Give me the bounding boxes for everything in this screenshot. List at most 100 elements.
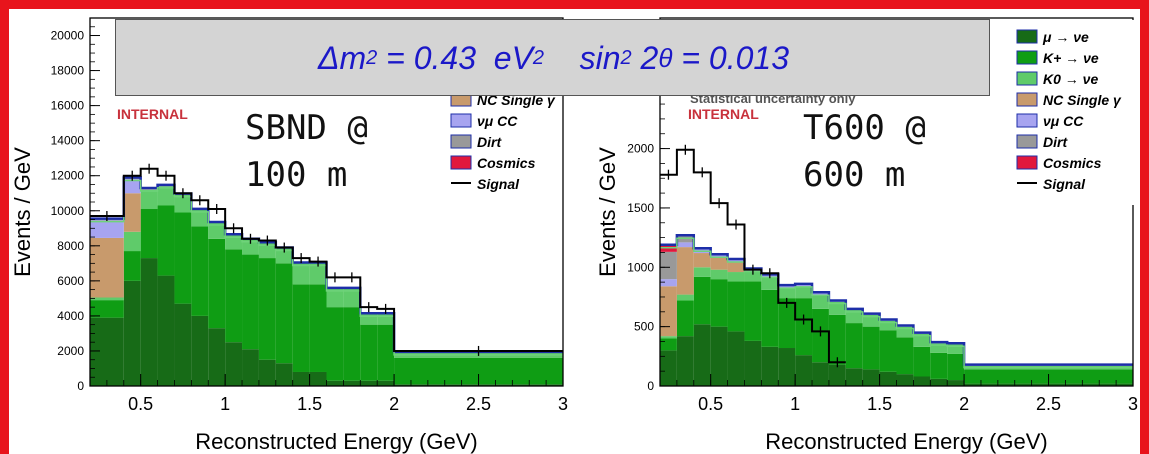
bar-kplus_to_nue bbox=[676, 300, 694, 337]
bar-mu_to_nue bbox=[191, 315, 209, 386]
bar-mu_to_nue bbox=[710, 326, 728, 386]
x-tick-label: 1.5 bbox=[867, 394, 892, 414]
legend-label-cosmics: Cosmics bbox=[477, 155, 536, 171]
x-axis-label-0: Reconstructed Energy (GeV) bbox=[195, 429, 477, 454]
legend-label-mu_to_nue: μ → νe bbox=[1042, 29, 1089, 45]
bar-kplus_to_nue bbox=[123, 251, 141, 281]
bar-mu_to_nue bbox=[242, 349, 259, 386]
bar-kplus_to_nue bbox=[275, 263, 293, 364]
bar-mu_to_nue bbox=[157, 275, 175, 386]
legend-swatch-dirt bbox=[450, 134, 472, 149]
bar-numu_cc bbox=[727, 258, 745, 263]
bar-mu_to_nue bbox=[208, 328, 226, 386]
legend-swatch-nc_single_gamma bbox=[1016, 92, 1038, 107]
bar-kplus_to_nue bbox=[225, 249, 243, 343]
stack-inner-edge-1 bbox=[660, 237, 1133, 369]
bar-kplus_to_nue bbox=[343, 307, 361, 381]
bar-mu_to_nue bbox=[862, 369, 880, 386]
bar-mu_to_nue bbox=[660, 350, 677, 386]
legend-label-nc_single_gamma: NC Single γ bbox=[477, 92, 556, 108]
theta-part: 2 bbox=[631, 40, 659, 76]
internal-label-right: INTERNAL bbox=[688, 106, 759, 122]
x-tick-label: 1.5 bbox=[297, 394, 322, 414]
bar-k0_to_nue bbox=[710, 269, 728, 280]
legend-1: μ → νe K+ → νe K0 → νe NC Single γ νμ CC Dirt… bbox=[1011, 20, 1135, 205]
bar-k0_to_nue bbox=[140, 189, 158, 210]
t600-annotation-line1: T600 @ bbox=[803, 108, 926, 148]
bar-mu_to_nue bbox=[258, 359, 276, 386]
bar-kplus_to_nue bbox=[727, 281, 745, 332]
bar-numu_cc bbox=[710, 254, 728, 258]
stack-inner-edge-0 bbox=[90, 179, 563, 356]
bar-nc_single_gamma bbox=[660, 286, 677, 337]
bar-k0_to_nue bbox=[208, 223, 226, 239]
bar-kplus_to_nue bbox=[845, 323, 863, 369]
bar-nc_single_gamma bbox=[123, 193, 141, 232]
legend-0: NC Single γ νμ CC Dirt Cosmics Signal bbox=[445, 83, 561, 208]
x-tick-label: 3 bbox=[558, 394, 568, 414]
bar-k0_to_nue bbox=[828, 301, 846, 315]
bar-kplus_to_nue bbox=[309, 284, 327, 372]
bar-kplus_to_nue bbox=[930, 352, 948, 379]
x-tick-label: 0.5 bbox=[128, 394, 153, 414]
legend-label-dirt: Dirt bbox=[477, 134, 502, 150]
x-tick-label: 1 bbox=[790, 394, 800, 414]
y-tick-label: 6000 bbox=[57, 274, 84, 288]
x-tick-label: 2.5 bbox=[466, 394, 491, 414]
bar-mu_to_nue bbox=[812, 362, 829, 386]
bar-kplus_to_nue bbox=[360, 324, 378, 381]
y-tick-label: 2000 bbox=[627, 142, 654, 156]
bar-kplus_to_nue bbox=[377, 324, 395, 381]
internal-label-left: INTERNAL bbox=[117, 106, 188, 122]
bar-k0_to_nue bbox=[744, 270, 762, 282]
bar-mu_to_nue bbox=[879, 371, 897, 386]
y-tick-label: 4000 bbox=[57, 309, 84, 323]
bar-mu_to_nue bbox=[744, 340, 762, 386]
legend-label-signal: Signal bbox=[477, 176, 520, 192]
bar-mu_to_nue bbox=[292, 371, 310, 386]
bar-kplus_to_nue bbox=[326, 307, 344, 381]
legend-label-dirt: Dirt bbox=[1043, 134, 1068, 150]
bar-mu_to_nue bbox=[727, 331, 745, 386]
x-tick-label: 2 bbox=[959, 394, 969, 414]
legend-swatch-kplus_to_nue bbox=[1016, 50, 1038, 65]
bar-k0_to_nue bbox=[795, 286, 813, 299]
bar-mu_to_nue bbox=[930, 378, 948, 386]
bar-kplus_to_nue bbox=[208, 238, 226, 329]
bar-k0_to_nue bbox=[913, 333, 931, 347]
bar-kplus_to_nue bbox=[242, 254, 259, 350]
bar-k0_to_nue bbox=[879, 320, 897, 331]
bar-kplus_to_nue bbox=[90, 300, 124, 318]
bar-k0_to_nue bbox=[309, 263, 327, 285]
sbnd-annotation-line1: SBND @ bbox=[245, 108, 368, 148]
bar-kplus_to_nue bbox=[879, 330, 897, 372]
bar-mu_to_nue bbox=[828, 364, 846, 386]
y-tick-label: 1500 bbox=[627, 201, 654, 215]
y-tick-label: 16000 bbox=[51, 99, 85, 113]
dm2-value: = 0.43 eV bbox=[377, 40, 533, 76]
bar-k0_to_nue bbox=[693, 267, 711, 277]
red-border-right bbox=[1140, 0, 1149, 454]
bar-kplus_to_nue bbox=[174, 212, 192, 304]
y-tick-label: 20000 bbox=[51, 29, 85, 43]
bar-kplus_to_nue bbox=[862, 326, 880, 370]
bar-mu_to_nue bbox=[343, 380, 361, 386]
sin-part: sin bbox=[579, 40, 621, 76]
y-axis-label-1: Events / GeV bbox=[595, 147, 620, 277]
bar-k0_to_nue bbox=[90, 297, 124, 301]
x-tick-label: 2 bbox=[389, 394, 399, 414]
bar-k0_to_nue bbox=[660, 336, 677, 339]
bar-k0_to_nue bbox=[157, 186, 175, 206]
bar-k0_to_nue bbox=[845, 310, 863, 324]
bar-mu_to_nue bbox=[795, 355, 813, 386]
sin-exponent: 2 bbox=[620, 47, 632, 69]
bar-k0_to_nue bbox=[778, 287, 796, 299]
bar-mu_to_nue bbox=[913, 376, 931, 386]
bar-k0_to_nue bbox=[326, 288, 344, 308]
bar-nc_single_gamma bbox=[693, 253, 711, 268]
bar-mu_to_nue bbox=[676, 336, 694, 386]
bar-mu_to_nue bbox=[90, 317, 124, 386]
legend-label-cosmics: Cosmics bbox=[1043, 155, 1102, 171]
